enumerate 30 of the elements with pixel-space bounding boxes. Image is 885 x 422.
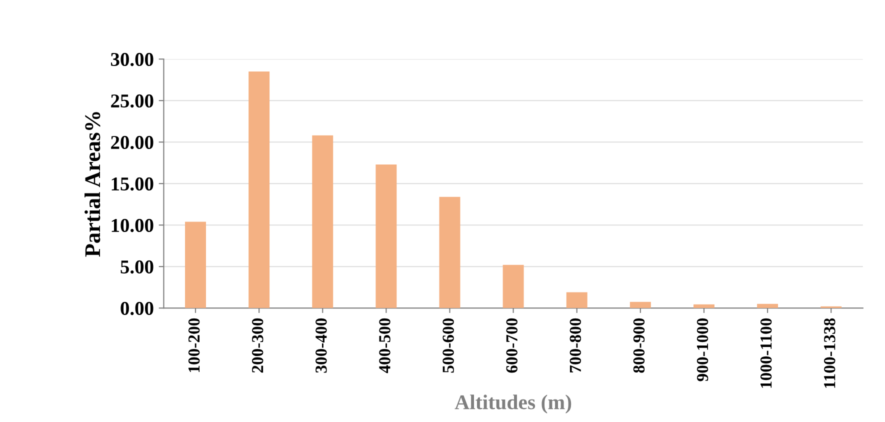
y-axis-title: Partial Areas%	[84, 112, 100, 257]
x-tick-label: 200-300	[252, 318, 264, 373]
bar	[376, 164, 397, 308]
bar	[566, 292, 588, 308]
y-tick-label: 20.00	[111, 136, 154, 150]
y-tick-label: 10.00	[112, 218, 154, 232]
y-tick-label: 0.00	[120, 302, 154, 316]
x-tick-label: 800-900	[633, 318, 645, 373]
x-tick-label: 700-800	[570, 318, 582, 372]
bar	[757, 304, 778, 308]
bar	[312, 135, 334, 308]
x-tick-label: 400-500	[379, 318, 390, 374]
x-tick-label: 100-200	[188, 318, 200, 372]
x-tick-label: 600-700	[506, 318, 518, 373]
bar	[185, 222, 206, 308]
y-tick-label: 5.00	[120, 260, 154, 274]
y-tick-label: 25.00	[111, 94, 154, 108]
y-tick-label: 15.00	[112, 177, 154, 191]
bar	[439, 196, 460, 308]
x-axis-title: Altitudes (m)	[454, 394, 572, 414]
bar	[248, 72, 270, 308]
bar	[630, 302, 651, 308]
bar	[502, 264, 524, 308]
x-tick-label: 1100-1338	[824, 318, 836, 388]
x-tick-label: 300-400	[316, 318, 327, 373]
x-tick-label: 500-600	[442, 318, 454, 373]
x-tick-label: 1000-1100	[760, 318, 772, 388]
bar	[693, 304, 714, 308]
y-tick-label: 30.00	[110, 52, 154, 66]
x-tick-label: 900-1000	[696, 318, 708, 382]
